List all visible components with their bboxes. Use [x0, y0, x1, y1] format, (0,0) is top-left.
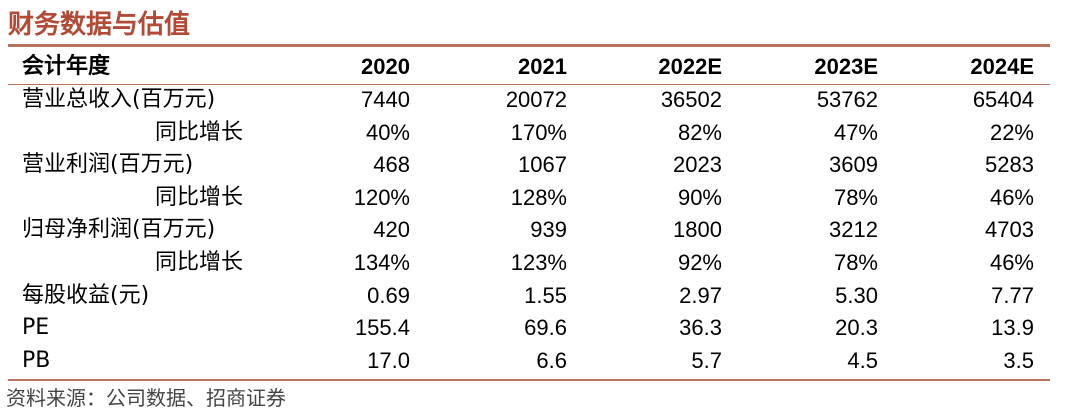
column-header: 2023E: [814, 54, 878, 79]
table-value: 2.97: [679, 282, 722, 308]
table-value: 46%: [989, 184, 1034, 210]
table-value: 47%: [833, 119, 878, 145]
table-value: 20.3: [835, 315, 878, 341]
table-value: 420: [373, 217, 410, 243]
table-value: 3609: [829, 152, 878, 178]
table-value: 69.6: [524, 315, 567, 341]
table-value: 36.3: [679, 315, 722, 341]
table-value: 36502: [660, 87, 722, 112]
table-value: 3.5: [1003, 347, 1034, 373]
table-value: 1067: [518, 152, 567, 178]
table-value: 7.77: [991, 282, 1034, 308]
table-value: 123%: [510, 250, 567, 275]
row-label: 归母净利润(百万元): [22, 217, 216, 243]
rule-bottom: [8, 379, 1050, 381]
table-value: 82%: [677, 119, 722, 145]
table-value: 46%: [989, 250, 1034, 275]
row-label: 营业利润(百万元): [22, 152, 194, 178]
column-header: 2020: [361, 54, 410, 79]
column-header: 2021: [518, 54, 567, 79]
table-value: 6.6: [536, 347, 567, 373]
table-value: 53762: [816, 87, 878, 112]
rule-top: [8, 44, 1050, 47]
column-header: 会计年度: [22, 54, 111, 79]
table-value: 78%: [833, 250, 878, 275]
table-value: 17.0: [367, 347, 410, 373]
row-label: 每股收益(元): [22, 282, 150, 308]
column-header: 2022E: [658, 54, 722, 79]
row-label: PE: [22, 315, 50, 341]
table-value: 939: [530, 217, 567, 243]
table-value: 40%: [365, 119, 410, 145]
row-label: 同比增长: [155, 119, 244, 145]
table-value: 7440: [361, 87, 410, 112]
table-value: 90%: [677, 184, 722, 210]
table-value: 22%: [989, 119, 1034, 145]
table-value: 155.4: [354, 315, 410, 341]
table-value: 128%: [510, 184, 567, 210]
table-value: 65404: [972, 87, 1034, 112]
table-value: 2023: [673, 152, 722, 178]
title: 财务数据与估值: [8, 10, 191, 40]
table-value: 5.30: [835, 282, 878, 308]
table-value: 4.5: [847, 347, 878, 373]
table-value: 0.69: [367, 282, 410, 308]
column-header: 2024E: [970, 54, 1034, 79]
table-value: 3212: [829, 217, 878, 243]
table-value: 1.55: [524, 282, 567, 308]
source: 资料来源：公司数据、招商证券: [6, 386, 286, 410]
table-value: 4703: [985, 217, 1034, 243]
table-value: 134%: [353, 250, 410, 275]
table-value: 170%: [510, 119, 567, 145]
table-value: 5.7: [691, 347, 722, 373]
table-value: 92%: [677, 250, 722, 275]
row-label: 同比增长: [155, 250, 244, 275]
table-value: 120%: [353, 184, 410, 210]
table-value: 5283: [985, 152, 1034, 178]
row-label: 同比增长: [155, 184, 244, 210]
table-value: 13.9: [991, 315, 1034, 341]
rule-header: [8, 84, 1050, 85]
table-value: 1800: [673, 217, 722, 243]
table-value: 20072: [505, 87, 567, 112]
row-label: 营业总收入(百万元): [22, 87, 216, 112]
table-value: 78%: [833, 184, 878, 210]
row-label: PB: [22, 347, 51, 373]
table-value: 468: [373, 152, 410, 178]
